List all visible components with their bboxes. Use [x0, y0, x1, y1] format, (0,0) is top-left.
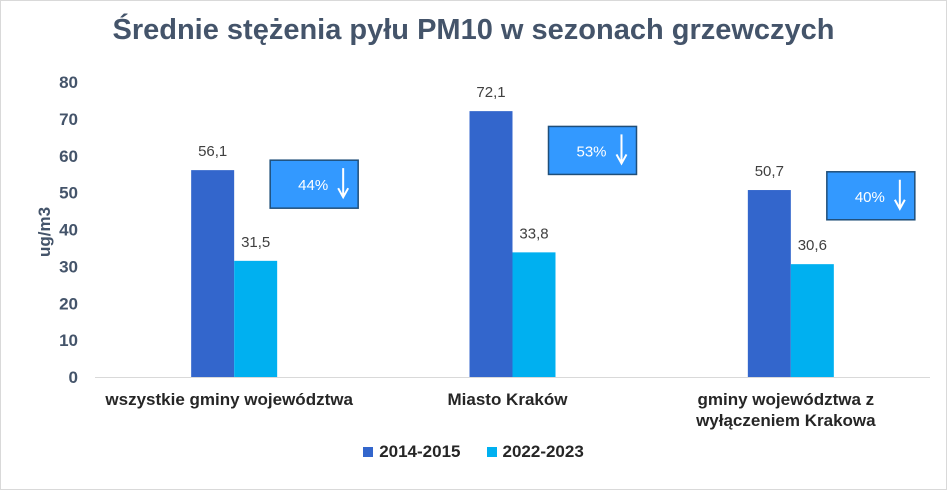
x-category-label-line: gminy województwa z [698, 390, 875, 409]
arrow-down-icon [893, 179, 906, 211]
y-tick-label: 50 [59, 184, 78, 203]
legend-label: 2022-2023 [502, 442, 584, 461]
bar-2022-2023 [790, 264, 834, 377]
x-category-label: Miasto Kraków [448, 390, 569, 409]
reduction-badge-text: 40% [855, 189, 885, 206]
x-category-label: gminy województwa z wyłączeniem Krakowa [695, 390, 876, 430]
bar-2014-2015 [747, 190, 791, 377]
chart-title: Średnie stężenia pyłu PM10 w sezonach gr… [112, 14, 835, 46]
reduction-badge-text: 44% [298, 177, 328, 194]
x-category-label-line: wszystkie gminy województwa [104, 390, 353, 409]
y-tick-label: 40 [59, 221, 78, 240]
legend-label: 2014-2015 [379, 442, 461, 461]
legend-item-series-2: 2022-2023 [486, 442, 584, 462]
legend-swatch [363, 447, 374, 457]
data-label: 50,7 [755, 163, 784, 180]
data-label: 30,6 [798, 237, 827, 254]
legend-swatch [486, 447, 497, 457]
y-tick-label: 30 [59, 257, 78, 276]
bar-2022-2023 [512, 252, 556, 377]
x-category-label-line: wyłączeniem Krakowa [695, 411, 876, 430]
data-label: 56,1 [198, 143, 227, 160]
y-tick-label: 60 [59, 147, 78, 166]
bar-2014-2015 [469, 111, 513, 377]
bar-2022-2023 [234, 260, 278, 377]
y-tick-label: 0 [69, 368, 78, 387]
x-category-label-line: Miasto Kraków [448, 390, 569, 409]
arrow-down-icon [337, 168, 350, 200]
arrow-down-icon [615, 134, 628, 166]
y-tick-label: 20 [59, 294, 78, 313]
y-tick-label: 70 [59, 110, 78, 129]
reduction-badge-text: 53% [576, 143, 606, 160]
data-label: 31,5 [241, 234, 270, 251]
data-label: 33,8 [519, 225, 548, 242]
data-label: 72,1 [476, 84, 505, 101]
bar-2014-2015 [191, 170, 235, 377]
legend: 2014-2015 2022-2023 [0, 442, 947, 462]
legend-item-series-1: 2014-2015 [363, 442, 461, 462]
y-tick-label: 80 [59, 73, 78, 92]
y-tick-label: 10 [59, 331, 78, 350]
x-category-label: wszystkie gminy województwa [104, 390, 353, 409]
